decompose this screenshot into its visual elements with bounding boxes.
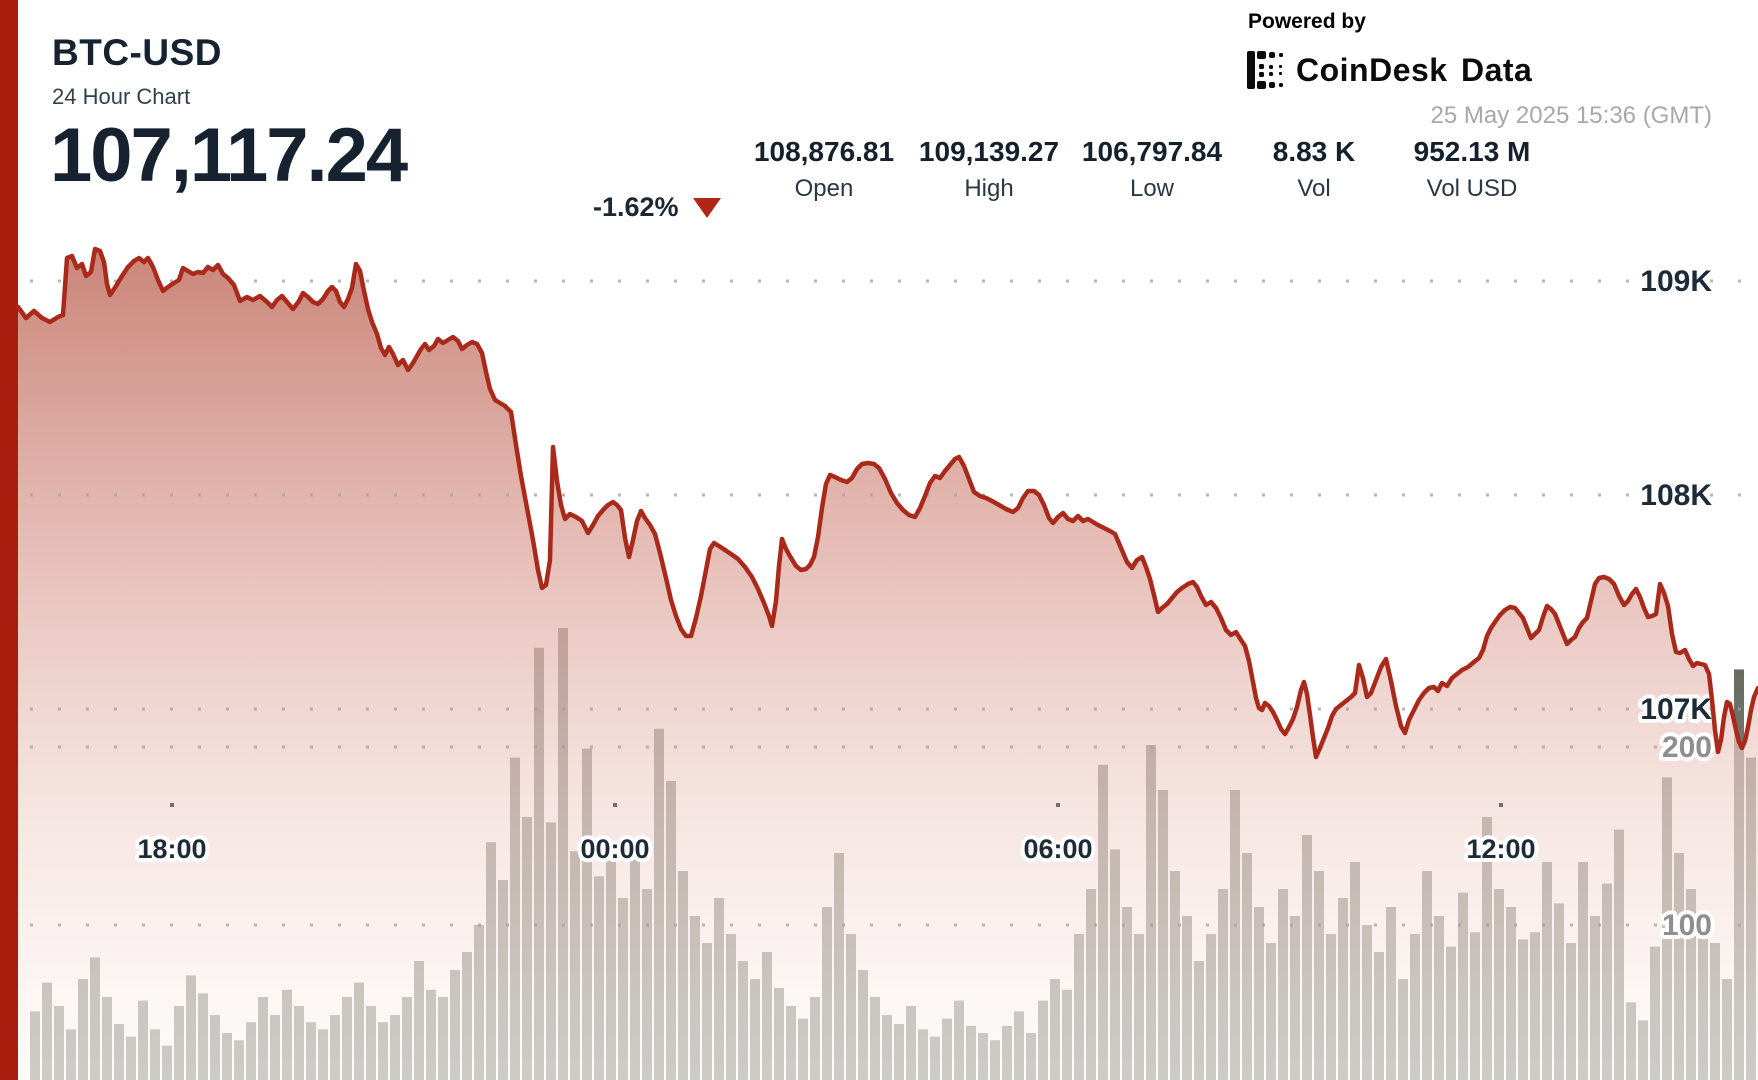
time-label-18:00: 18:00 <box>137 834 206 864</box>
time-label-12:00: 12:00 <box>1466 834 1535 864</box>
price-area-fill <box>18 249 1758 1080</box>
stat-label: Low <box>1129 175 1175 202</box>
powered-by-label: Powered by <box>1248 10 1366 33</box>
volume-axis-label-100: 100 <box>1662 909 1712 942</box>
chart-timestamp: 25 May 2025 15:36 (GMT) <box>1430 102 1712 129</box>
pct-change: -1.62% <box>593 192 679 222</box>
stat-value: 106,797.84 <box>1081 136 1223 167</box>
price-change: -1.62% <box>593 192 721 223</box>
stat-label: Vol USD <box>1426 175 1518 202</box>
down-triangle-icon <box>692 197 721 218</box>
time-label-06:00: 06:00 <box>1023 834 1092 864</box>
pair-title: BTC-USD <box>52 32 222 73</box>
stat-label: High <box>964 175 1014 202</box>
price-axis-label-107K: 107K <box>1640 693 1712 726</box>
stat-vol-usd: 952.13 M Vol USD <box>1414 136 1531 203</box>
volume-axis-label-200: 200 <box>1662 731 1712 764</box>
price-line <box>15 246 1758 760</box>
stat-value: 108,876.81 <box>753 136 895 167</box>
coindesk-logo-icon <box>1247 51 1283 89</box>
stat-value: 952.13 M <box>1413 136 1531 167</box>
stat-label: Open <box>794 175 854 202</box>
coindesk-data-logo: CoinDesk Data <box>1246 50 1532 90</box>
chart-subtitle: 24 Hour Chart <box>52 84 191 109</box>
price-axis-label-109K: 109K <box>1640 265 1712 298</box>
stat-value: 109,139.27 <box>918 136 1060 167</box>
price-axis-label-108K: 108K <box>1640 479 1712 512</box>
last-price: 107,117.24 <box>50 113 408 198</box>
x-tick-dot <box>1499 803 1503 807</box>
coindesk-data-wordmark: CoinDesk Data <box>1296 51 1533 88</box>
time-label-00:00: 00:00 <box>580 834 649 864</box>
left-accent-bar <box>0 0 18 1080</box>
x-tick-dot <box>613 803 617 807</box>
stat-value: 8.83 K <box>1272 136 1356 167</box>
x-tick-dot <box>1056 803 1060 807</box>
x-tick-dot <box>170 803 174 807</box>
stat-open: 108,876.81 Open <box>754 136 894 203</box>
stat-high: 109,139.27 High <box>919 136 1059 203</box>
stat-low: 106,797.84 Low <box>1082 136 1222 203</box>
stat-label: Vol <box>1297 175 1331 202</box>
stat-vol: 8.83 K Vol <box>1273 136 1356 203</box>
